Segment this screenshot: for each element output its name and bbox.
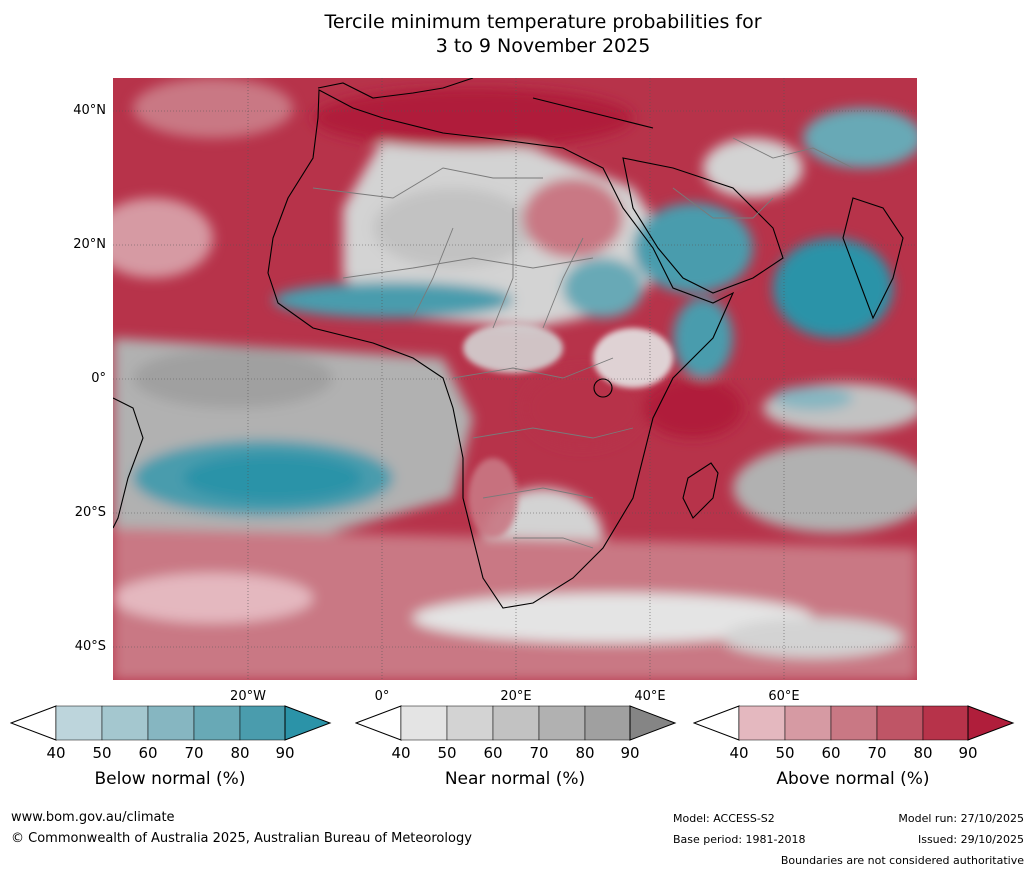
colorbar-above-label: Above normal (%) bbox=[776, 769, 930, 789]
colorbar-above-segment bbox=[876, 705, 924, 741]
near-tick: 80 bbox=[575, 744, 595, 762]
colorbar-above-segment bbox=[784, 705, 832, 741]
colorbar-near-segment bbox=[400, 705, 448, 741]
colorbar-near bbox=[355, 705, 677, 741]
lat-label-0: 0° bbox=[91, 371, 106, 386]
below-tick: 60 bbox=[138, 744, 158, 762]
footer-copyright: © Commonwealth of Australia 2025, Austra… bbox=[11, 831, 472, 846]
footer-model-run: Model run: 27/10/2025 bbox=[898, 812, 1024, 825]
colorbar-below-segment bbox=[147, 705, 195, 741]
colorbar-above-lower-extend bbox=[693, 705, 740, 741]
map-title: Tercile minimum temperature probabilitie… bbox=[0, 10, 1035, 58]
below-tick: 50 bbox=[92, 744, 112, 762]
above-tick: 60 bbox=[821, 744, 841, 762]
below-tick: 70 bbox=[184, 744, 204, 762]
country-borders bbox=[312, 137, 854, 549]
near-tick: 50 bbox=[437, 744, 457, 762]
footer-disclaimer: Boundaries are not considered authoritat… bbox=[780, 854, 1024, 867]
colorbar-below-lower-extend bbox=[10, 705, 57, 741]
colorbar-below-label: Below normal (%) bbox=[94, 769, 246, 789]
above-tick: 80 bbox=[913, 744, 933, 762]
graticule bbox=[113, 78, 917, 680]
footer-issued: Issued: 29/10/2025 bbox=[917, 833, 1024, 846]
below-tick: 80 bbox=[230, 744, 250, 762]
above-tick: 40 bbox=[729, 744, 749, 762]
above-tick: 90 bbox=[958, 744, 978, 762]
probability-map bbox=[113, 78, 917, 680]
colorbar-above-segment bbox=[738, 705, 786, 741]
lon-label-0: 0° bbox=[374, 689, 390, 704]
lon-label-40e: 40°E bbox=[634, 689, 666, 704]
colorbar-near-upper-extend bbox=[629, 705, 677, 741]
title-line-2: 3 to 9 November 2025 bbox=[435, 35, 651, 57]
near-tick: 60 bbox=[483, 744, 503, 762]
colorbar-above-segment bbox=[830, 705, 878, 741]
lat-label-40n: 40°N bbox=[73, 103, 106, 118]
colorbar-below-segment bbox=[55, 705, 103, 741]
coastlines bbox=[113, 78, 904, 609]
lat-label-20s: 20°S bbox=[74, 505, 106, 520]
lat-label-40s: 40°S bbox=[74, 639, 106, 654]
near-tick: 70 bbox=[529, 744, 549, 762]
lon-label-20w: 20°W bbox=[230, 689, 266, 704]
colorbar-near-segment bbox=[446, 705, 494, 741]
colorbar-above-upper-extend bbox=[967, 705, 1015, 741]
near-tick: 40 bbox=[391, 744, 411, 762]
title-line-1: Tercile minimum temperature probabilitie… bbox=[324, 11, 762, 33]
below-tick: 90 bbox=[275, 744, 295, 762]
above-tick: 50 bbox=[775, 744, 795, 762]
above-tick: 70 bbox=[867, 744, 887, 762]
near-tick: 90 bbox=[620, 744, 640, 762]
lat-label-20n: 20°N bbox=[73, 237, 106, 252]
lon-label-20e: 20°E bbox=[500, 689, 532, 704]
below-tick: 40 bbox=[46, 744, 66, 762]
colorbar-below bbox=[10, 705, 332, 741]
colorbar-below-segment bbox=[101, 705, 149, 741]
footer-model: Model: ACCESS-S2 bbox=[673, 812, 775, 825]
footer-base-period: Base period: 1981-2018 bbox=[673, 833, 806, 846]
map-canvas bbox=[113, 78, 917, 680]
footer-url: www.bom.gov.au/climate bbox=[11, 810, 175, 825]
colorbar-near-label: Near normal (%) bbox=[444, 769, 586, 789]
colorbar-above-segment bbox=[922, 705, 969, 741]
colorbar-below-segment bbox=[193, 705, 241, 741]
colorbar-above bbox=[693, 705, 1015, 741]
colorbar-near-lower-extend bbox=[355, 705, 402, 741]
lon-label-60e: 60°E bbox=[768, 689, 800, 704]
colorbar-below-upper-extend bbox=[284, 705, 332, 741]
colorbar-below-segment bbox=[239, 705, 286, 741]
colorbar-near-segment bbox=[584, 705, 631, 741]
colorbar-near-segment bbox=[492, 705, 540, 741]
colorbar-near-segment bbox=[538, 705, 586, 741]
